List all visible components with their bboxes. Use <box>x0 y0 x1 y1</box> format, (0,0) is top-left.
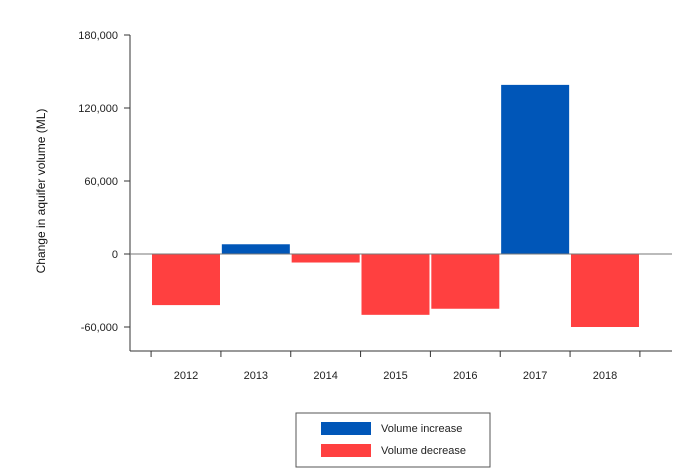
x-axis: 2012 2013 2014 2015 2016 2017 2018 <box>130 350 672 382</box>
bar-2012 <box>152 254 220 306</box>
y-axis: -60,000 0 60,000 120,000 180,000 <box>78 30 131 351</box>
y-tick-label: 0 <box>112 249 118 261</box>
legend-swatch-increase <box>321 422 371 435</box>
bar-2018 <box>570 254 639 327</box>
legend-label-decrease: Volume decrease <box>381 445 466 457</box>
bar-2016 <box>431 254 500 309</box>
y-tick-label: 120,000 <box>78 103 118 115</box>
bar-2013 <box>221 244 290 254</box>
x-tick-label: 2014 <box>313 370 337 382</box>
y-axis-title: Change in aquifer volume (ML) <box>34 109 48 274</box>
bar-2015 <box>361 254 430 315</box>
legend-swatch-decrease <box>321 444 371 457</box>
x-tick-label: 2015 <box>383 370 407 382</box>
x-tick-label: 2012 <box>174 370 198 382</box>
x-tick-label: 2018 <box>593 370 617 382</box>
x-tick-label: 2017 <box>523 370 547 382</box>
bar-2017 <box>501 84 570 254</box>
y-tick-label: 60,000 <box>84 176 118 188</box>
y-tick-label: 180,000 <box>78 30 118 42</box>
bar-2014 <box>291 254 360 263</box>
x-tick-label: 2013 <box>244 370 268 382</box>
legend-box <box>295 412 491 468</box>
y-tick-label: -60,000 <box>81 322 118 334</box>
bars <box>152 84 639 327</box>
legend-label-increase: Volume increase <box>381 423 462 435</box>
legend: Volume increase Volume decrease <box>295 412 491 468</box>
x-tick-label: 2016 <box>453 370 477 382</box>
